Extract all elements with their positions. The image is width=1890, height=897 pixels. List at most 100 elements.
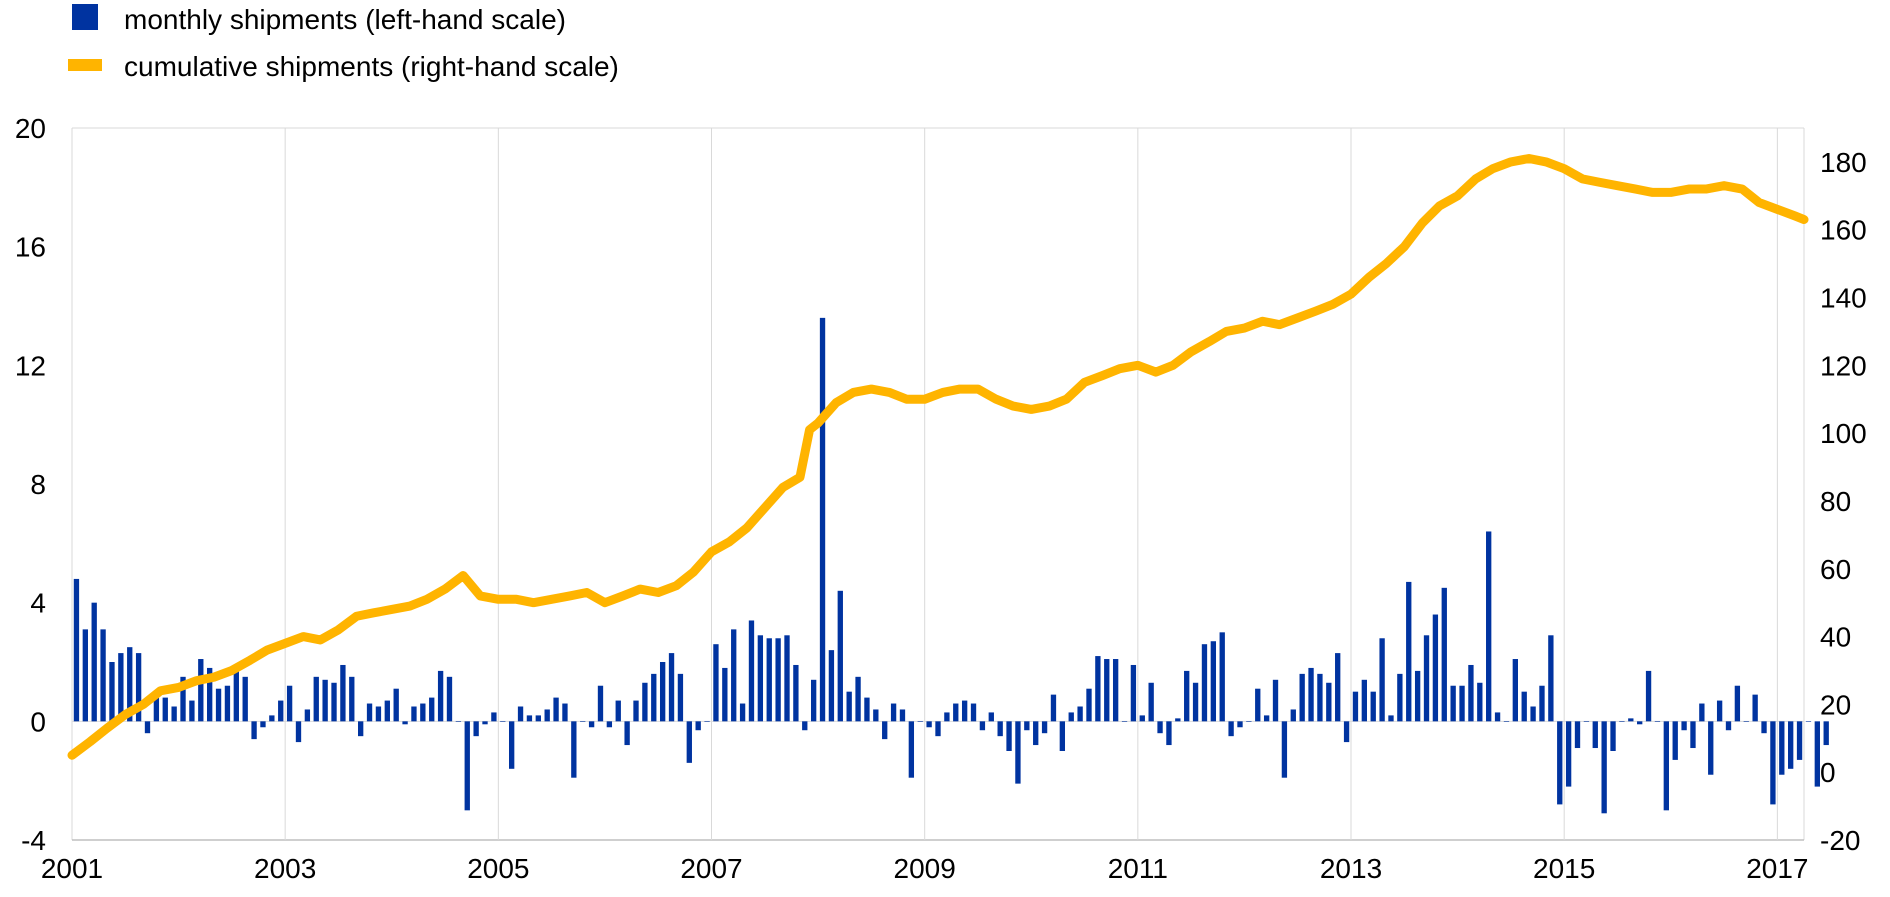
right-tick-label-6: 100 (1820, 418, 1867, 449)
legend-label-cumulative-shipments: cumulative shipments (right-hand scale) (124, 51, 619, 82)
bar-84 (819, 317, 826, 722)
bar-90 (873, 709, 879, 722)
bar-190 (1761, 721, 1767, 734)
bar-117 (1112, 659, 1119, 722)
bar-135 (1272, 679, 1279, 722)
bar-165 (1539, 685, 1545, 722)
bar-144 (1352, 691, 1359, 722)
x-tick-label-2017: 2017 (1746, 853, 1808, 884)
bar-155 (1450, 685, 1456, 722)
bar-169 (1574, 721, 1581, 749)
bar-178 (1654, 721, 1661, 722)
right-axis-ticks: -20 0 20 40 60 80 100 120 140 160 180 (1820, 147, 1867, 856)
bar-181 (1681, 721, 1687, 731)
bar-122 (1157, 721, 1163, 734)
bar-132 (1246, 721, 1252, 722)
bar-97 (935, 721, 941, 737)
bar-6 (127, 647, 133, 722)
left-tick-label-5: 16 (15, 232, 46, 263)
bar-101 (970, 703, 977, 722)
bar-173 (1610, 721, 1616, 751)
bar-19 (242, 676, 248, 722)
bar-159 (1486, 531, 1492, 722)
bar-89 (864, 697, 870, 722)
bar-71 (704, 721, 710, 722)
x-tick-label-2001: 2001 (41, 853, 103, 884)
bar-183 (1699, 703, 1705, 722)
bar-28 (322, 679, 328, 722)
bar-182 (1690, 721, 1696, 749)
bar-29 (331, 682, 337, 722)
bar-108 (1033, 721, 1039, 746)
bar-77 (757, 635, 764, 722)
bar-116 (1104, 659, 1110, 722)
bar-98 (944, 712, 950, 722)
left-tick-label-6: 20 (15, 113, 46, 144)
bar-21 (260, 721, 266, 728)
legend-swatch-monthly-shipments (72, 4, 98, 30)
bar-134 (1263, 715, 1270, 722)
bar-114 (1086, 688, 1092, 722)
bar-82 (802, 721, 808, 731)
bar-129 (1219, 632, 1225, 722)
bar-131 (1237, 721, 1243, 728)
bar-25 (295, 721, 302, 743)
bar-7 (135, 653, 142, 722)
bar-12 (180, 676, 186, 722)
left-tick-label-3: 8 (30, 469, 46, 500)
bar-113 (1077, 706, 1083, 722)
bar-141 (1326, 682, 1332, 722)
bar-162 (1512, 659, 1518, 722)
bar-27 (313, 676, 319, 722)
legend: monthly shipments (left-hand scale) cumu… (68, 4, 619, 82)
bar-3 (100, 629, 106, 722)
bar-126 (1192, 682, 1199, 722)
bar-74 (731, 629, 737, 722)
right-tick-label-9: 160 (1820, 215, 1867, 246)
bar-63 (633, 700, 639, 722)
bar-166 (1548, 635, 1554, 722)
bar-50 (517, 706, 524, 722)
bar-138 (1299, 673, 1305, 722)
legend-label-monthly-shipments: monthly shipments (left-hand scale) (124, 4, 566, 35)
bar-61 (615, 700, 621, 722)
line-path-cumulative-shipments (67, 154, 1809, 760)
bar-34 (375, 706, 382, 722)
line-series-cumulative-shipments (67, 154, 1809, 760)
bar-192 (1779, 721, 1785, 775)
bar-85 (828, 650, 835, 722)
bar-128 (1210, 641, 1217, 722)
bar-185 (1716, 700, 1723, 722)
bar-168 (1565, 721, 1572, 787)
bar-119 (1130, 664, 1137, 722)
bar-195 (1805, 721, 1812, 722)
bar-127 (1201, 644, 1208, 722)
bar-91 (882, 721, 888, 740)
bar-5 (118, 653, 124, 722)
bar-18 (233, 670, 239, 722)
right-tick-label-10: 180 (1820, 147, 1867, 178)
bar-68 (677, 673, 684, 722)
bar-106 (1015, 721, 1021, 784)
bar-30 (340, 664, 346, 722)
bar-171 (1592, 721, 1598, 749)
bar-120 (1139, 715, 1145, 722)
bar-22 (269, 715, 275, 722)
bar-47 (491, 712, 497, 722)
bar-103 (988, 712, 994, 722)
bar-39 (420, 703, 426, 722)
bar-163 (1521, 691, 1527, 722)
bar-65 (651, 673, 657, 722)
bar-14 (198, 659, 204, 722)
bar-99 (953, 703, 959, 722)
bar-109 (1041, 721, 1048, 734)
bar-64 (642, 682, 648, 722)
bar-4 (109, 662, 115, 722)
bar-133 (1255, 688, 1261, 722)
bar-124 (1175, 718, 1181, 722)
bar-177 (1645, 670, 1652, 722)
bar-176 (1637, 721, 1643, 725)
bar-136 (1281, 721, 1288, 778)
bar-1 (82, 629, 88, 722)
